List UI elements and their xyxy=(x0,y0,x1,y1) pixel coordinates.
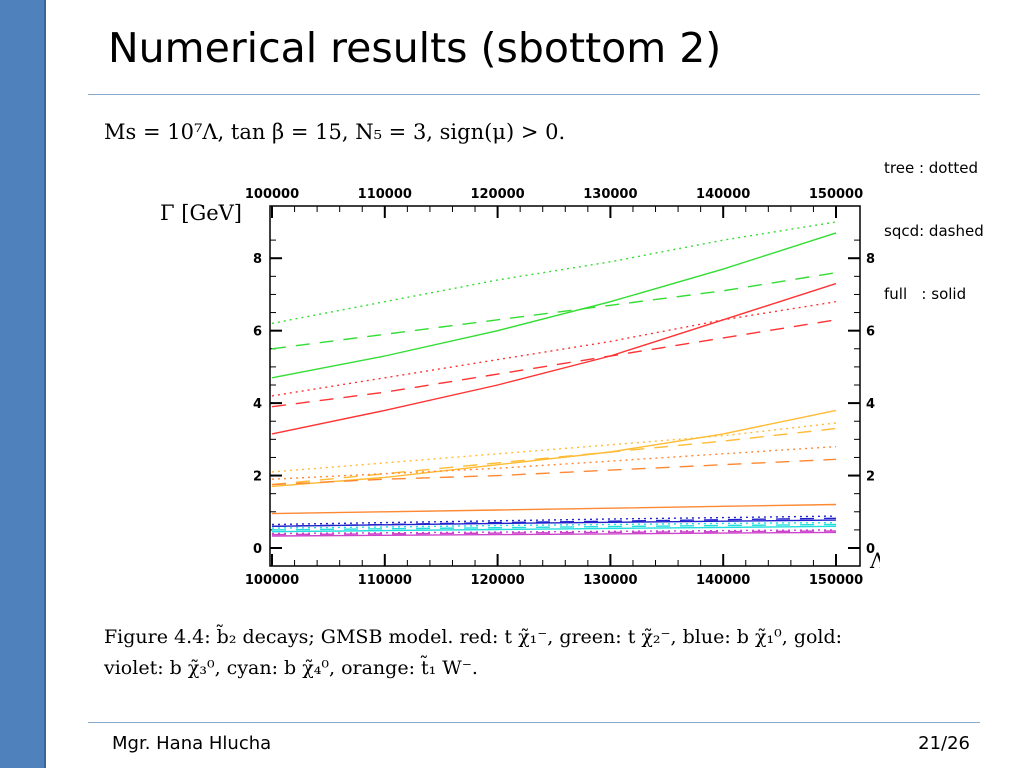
series-orange-solid xyxy=(271,503,837,515)
series-orange-dotted xyxy=(271,445,837,480)
series-blue-solid xyxy=(271,519,837,527)
y-tick-label-right: 2 xyxy=(866,470,875,485)
series-cyan-dotted xyxy=(271,521,837,529)
series-violet-solid xyxy=(271,531,837,537)
series-cyan-solid xyxy=(271,525,837,533)
x-tick-label-top: 150000 xyxy=(809,187,863,202)
y-tick-label-right: 0 xyxy=(866,542,875,557)
series-violet-dotted xyxy=(271,529,837,535)
x-tick-label-top: 100000 xyxy=(245,187,299,202)
series-orange-dashed xyxy=(271,458,837,486)
x-tick-label-top: 140000 xyxy=(696,187,750,202)
series-gold-dashed xyxy=(271,427,837,486)
y-tick-label-right: 4 xyxy=(866,397,875,412)
accent-side-bar xyxy=(0,0,46,768)
decay-width-chart: 100000 100000 110000 110000 120000 120000 1300… xyxy=(160,187,880,588)
page-number: 21/26 xyxy=(918,733,970,754)
model-parameters: Ms = 10⁷Λ, tan β = 15, N₅ = 3, sign(μ) >… xyxy=(104,120,566,144)
legend-tree: tree : dotted xyxy=(884,159,978,177)
y-tick-label-left: 4 xyxy=(253,397,262,412)
caption-line-1: Figure 4.4: b̃₂ decays; GMSB model. red:… xyxy=(104,626,843,648)
y-tick-label-left: 6 xyxy=(253,325,262,340)
series-blue-dotted xyxy=(271,515,837,526)
x-tick-label-top: 110000 xyxy=(358,187,412,202)
y-tick-label-left: 8 xyxy=(253,252,262,267)
y-tick-label-left: 0 xyxy=(253,542,262,557)
x-tick-label-bottom: 100000 xyxy=(245,573,299,588)
series-gold-dotted xyxy=(271,422,837,473)
series-green-dotted xyxy=(271,221,837,325)
x-axis-label: Λ [GeV] xyxy=(869,549,880,573)
figure-caption: Figure 4.4: b̃₂ decays; GMSB model. red:… xyxy=(104,622,984,684)
series-gold-solid xyxy=(271,409,837,488)
legend-sqcd: sqcd: dashed xyxy=(884,222,984,240)
caption-line-2: violet: b χ̃₃⁰, cyan: b χ̃₄⁰, orange: t̃… xyxy=(104,657,478,679)
line-style-legend: tree : dotted sqcd: dashed full : solid xyxy=(884,116,984,326)
x-tick-label-top: 120000 xyxy=(470,187,524,202)
x-tick-label-bottom: 130000 xyxy=(583,573,637,588)
footer-author: Mgr. Hana Hlucha xyxy=(112,733,272,754)
y-tick-label-right: 8 xyxy=(866,252,875,267)
series-red-solid xyxy=(271,282,837,435)
legend-full: full : solid xyxy=(884,285,967,303)
x-tick-label-bottom: 120000 xyxy=(470,573,524,588)
x-tick-label-top: 130000 xyxy=(583,187,637,202)
x-tick-label-bottom: 150000 xyxy=(809,573,863,588)
y-tick-label-left: 2 xyxy=(253,470,262,485)
x-tick-label-bottom: 140000 xyxy=(696,573,750,588)
title-divider xyxy=(88,94,980,95)
x-tick-label-bottom: 110000 xyxy=(358,573,412,588)
y-tick-label-right: 6 xyxy=(866,325,875,340)
series-green-solid xyxy=(271,232,837,379)
slide-title: Numerical results (sbottom 2) xyxy=(108,24,722,72)
footer-divider xyxy=(88,722,980,723)
series-red-dashed xyxy=(271,319,837,408)
y-axis-label: Γ [GeV] xyxy=(160,201,242,225)
